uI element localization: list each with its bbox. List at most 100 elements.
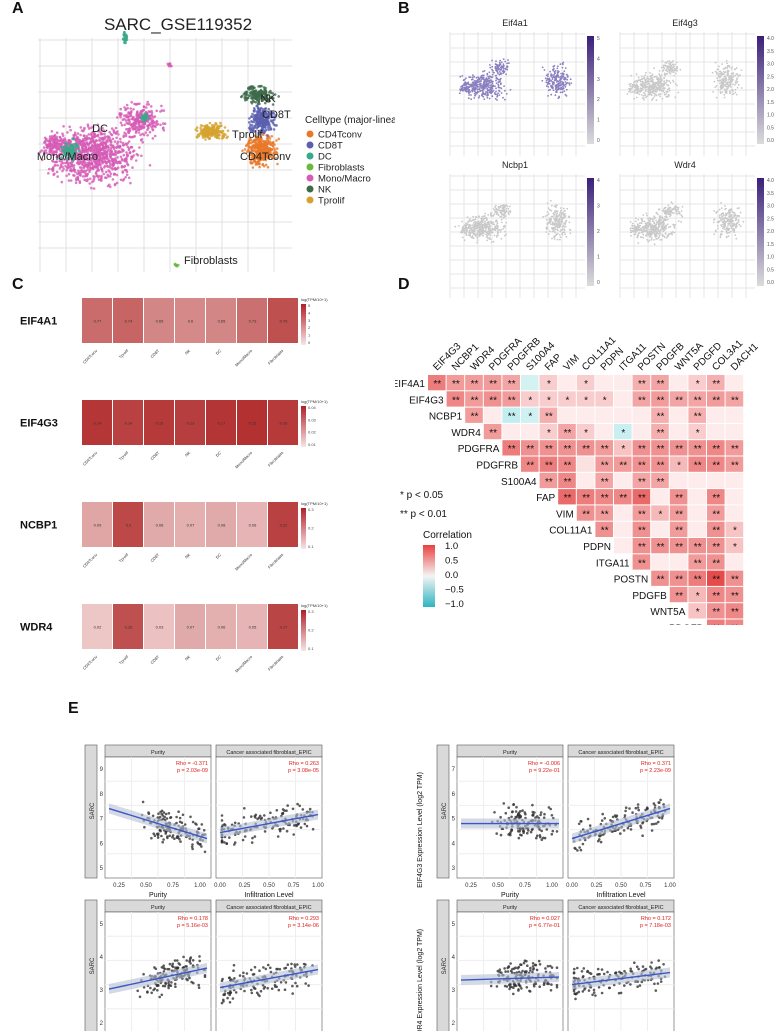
feature-point: [663, 208, 665, 210]
feature-point: [547, 78, 549, 80]
feature-point: [733, 75, 735, 77]
feature-point: [478, 89, 480, 91]
feature-point: [552, 231, 554, 233]
umap-point: [65, 169, 68, 172]
feature-point: [546, 219, 548, 221]
feature-point: [459, 92, 461, 94]
feature-point: [482, 231, 484, 233]
feature-point: [560, 92, 562, 94]
umap-point: [160, 105, 163, 108]
umap-point: [107, 160, 110, 163]
feature-point: [678, 211, 680, 213]
umap-point: [70, 164, 73, 167]
feature-point: [497, 223, 499, 225]
feature-point: [640, 81, 642, 83]
umap-point: [121, 166, 124, 169]
umap-point: [66, 167, 69, 170]
feature-point: [473, 237, 475, 239]
feature-point: [474, 231, 476, 233]
feature-point: [668, 205, 670, 207]
feature-point: [652, 73, 654, 75]
feature-point: [647, 91, 649, 93]
feature-point: [495, 60, 497, 62]
feature-point: [500, 82, 502, 84]
feature-point: [486, 91, 488, 93]
feature-point: [641, 76, 643, 78]
feature-point: [570, 232, 572, 234]
umap-point: [147, 117, 150, 120]
feature-point: [726, 60, 728, 62]
umap-point: [253, 120, 256, 123]
feature-point: [564, 233, 566, 235]
feature-point: [467, 227, 469, 229]
feature-point: [473, 229, 475, 231]
feature-point: [563, 208, 565, 210]
feature-point: [461, 229, 463, 231]
feature-point: [505, 234, 507, 236]
feature-point: [495, 226, 497, 228]
feature-point: [500, 231, 502, 233]
feature-point: [725, 89, 727, 91]
umap-point: [101, 147, 104, 150]
feature-point: [470, 76, 472, 78]
umap-point: [123, 154, 126, 157]
feature-point: [495, 63, 497, 65]
feature-point: [669, 60, 671, 62]
umap-point: [73, 164, 76, 167]
umap-point: [143, 119, 146, 122]
umap-point: [257, 110, 260, 113]
feature-point: [551, 74, 553, 76]
umap-point: [66, 131, 69, 134]
feature-point: [728, 223, 730, 225]
umap-point: [241, 95, 244, 98]
umap-point: [88, 171, 91, 174]
umap-point: [109, 155, 112, 158]
umap-point: [61, 166, 64, 169]
umap-point: [80, 140, 83, 143]
feature-point: [541, 80, 543, 82]
feature-point: [714, 86, 716, 88]
umap-point: [204, 138, 207, 141]
feature-point: [741, 69, 743, 71]
umap-point: [75, 179, 78, 182]
umap-point: [149, 122, 152, 125]
feature-point: [730, 81, 732, 83]
feature-point: [503, 226, 505, 228]
feature-point: [647, 227, 649, 229]
feature-point: [546, 224, 548, 226]
feature-point: [732, 84, 734, 86]
umap-point: [62, 134, 65, 137]
umap-point: [126, 104, 129, 107]
feature-point: [716, 85, 718, 87]
feature-point: [723, 94, 725, 96]
umap-point: [204, 136, 207, 139]
feature-point: [497, 233, 499, 235]
feature-point: [662, 221, 664, 223]
feature-point: [500, 78, 502, 80]
feature-point: [474, 225, 476, 227]
feature-point: [562, 62, 564, 64]
umap-point: [97, 144, 100, 147]
umap-point: [43, 146, 46, 149]
feature-point: [546, 214, 548, 216]
feature-point: [557, 70, 559, 72]
umap-point: [252, 166, 255, 169]
umap-point: [152, 137, 155, 140]
feature-point: [665, 93, 667, 95]
umap-point: [141, 117, 144, 120]
feature-point: [737, 208, 739, 210]
umap-point: [47, 172, 50, 175]
feature-point: [642, 214, 644, 216]
feature-point: [504, 212, 506, 214]
feature-point: [547, 228, 549, 230]
umap-point: [250, 97, 253, 100]
feature-point: [498, 209, 500, 211]
feature-point: [505, 68, 507, 70]
feature-point: [466, 234, 468, 236]
feature-point: [477, 239, 479, 241]
umap-point: [100, 177, 103, 180]
feature-point: [639, 93, 641, 95]
feature-point: [651, 229, 653, 231]
feature-point: [719, 71, 721, 73]
umap-point: [61, 146, 64, 149]
